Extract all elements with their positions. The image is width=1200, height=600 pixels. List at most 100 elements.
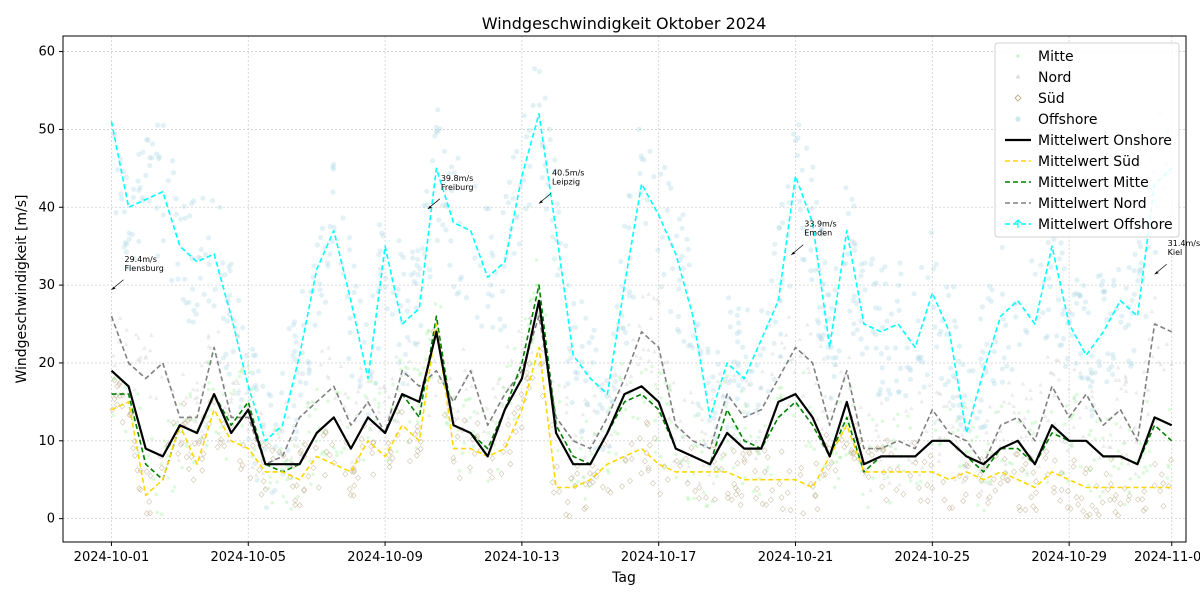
scatter-point-sued	[644, 420, 651, 428]
scatter-point-sued	[550, 489, 557, 496]
scatter-point-nord	[190, 387, 196, 392]
scatter-point-sued	[738, 492, 745, 500]
scatter-point-mitte	[240, 366, 245, 371]
scatter-point-offshore	[325, 263, 331, 269]
scatter-point-mitte	[307, 414, 312, 418]
scatter-point-offshore	[357, 377, 363, 384]
scatter-point-offshore	[812, 267, 818, 273]
scatter-point-offshore	[363, 322, 369, 328]
scatter-point-sued	[417, 445, 424, 453]
scatter-point-sued	[1030, 469, 1037, 476]
scatter-point-nord	[608, 432, 614, 437]
scatter-point-nord	[937, 435, 942, 440]
scatter-point-mitte	[1108, 433, 1113, 437]
series-line-offshore	[110, 113, 1173, 442]
scatter-point-nord	[1134, 390, 1139, 395]
scatter-point-offshore	[186, 299, 192, 305]
scatter-point-sued	[331, 459, 338, 467]
annotation-value: 39.8m/s	[441, 174, 473, 183]
scatter-point-mitte	[321, 449, 326, 454]
scatter-point-nord	[779, 340, 785, 345]
scatter-point-mitte	[1069, 441, 1074, 446]
scatter-point-mitte	[544, 313, 548, 317]
scatter-point-nord	[640, 294, 646, 299]
scatter-point-nord	[667, 415, 672, 420]
scatter-point-mitte	[237, 374, 242, 379]
scatter-point-offshore	[801, 257, 808, 263]
scatter-point-mitte	[373, 397, 377, 402]
scatter-point-nord	[917, 390, 922, 395]
scatter-point-sued	[1141, 488, 1148, 495]
scatter-point-offshore	[156, 156, 162, 162]
scatter-point-nord	[582, 454, 588, 459]
scatter-point-offshore	[1123, 285, 1129, 291]
scatter-point-sued	[1070, 463, 1077, 470]
plot-frame	[62, 35, 1187, 543]
scatter-point-offshore	[604, 393, 610, 399]
scatter-point-nord	[481, 428, 487, 433]
scatter-point-offshore	[868, 261, 874, 267]
scatter-point-offshore	[150, 141, 156, 147]
scatter-point-offshore	[760, 346, 767, 352]
scatter-point-nord	[1042, 413, 1048, 418]
scatter-point-offshore	[779, 201, 785, 208]
scatter-point-sued	[270, 455, 276, 463]
scatter-point-offshore	[896, 307, 902, 313]
scatter-point-sued	[386, 458, 393, 466]
scatter-point-nord	[143, 355, 149, 360]
scatter-point-sued	[1160, 502, 1167, 510]
scatter-point-nord	[1123, 375, 1128, 380]
scatter-point-mitte	[701, 438, 706, 443]
scatter-point-offshore	[1079, 375, 1085, 381]
scatter-point-sued	[1058, 486, 1065, 494]
annotation-arrowhead	[538, 200, 543, 204]
scatter-point-sued	[843, 440, 850, 448]
scatter-point-offshore	[489, 250, 495, 256]
scatter-point-offshore	[542, 95, 548, 101]
scatter-point-offshore	[1081, 282, 1087, 288]
scatter-point-offshore	[398, 303, 404, 309]
scatter-point-mitte	[240, 424, 245, 428]
scatter-point-sued	[137, 467, 144, 474]
scatter-point-offshore	[255, 368, 262, 374]
scatter-point-offshore	[331, 161, 337, 167]
scatter-point-mitte	[240, 369, 244, 373]
scatter-point-nord	[935, 417, 940, 422]
scatter-point-offshore	[291, 403, 297, 409]
scatter-point-offshore	[1096, 358, 1102, 364]
scatter-point-mitte	[206, 387, 211, 392]
scatter-point-offshore	[999, 366, 1005, 372]
scatter-point-sued	[574, 470, 581, 477]
y-tick-label: 30	[38, 278, 55, 293]
scatter-point-nord	[171, 441, 176, 446]
scatter-point-offshore	[826, 316, 832, 322]
scatter-point-offshore	[808, 177, 815, 183]
y-tick-label: 10	[38, 434, 55, 449]
scatter-point-sued	[883, 496, 890, 504]
scatter-point-offshore	[136, 187, 142, 193]
scatter-point-nord	[982, 479, 987, 484]
scatter-point-sued	[1064, 504, 1071, 511]
scatter-point-nord	[908, 440, 914, 445]
scatter-point-offshore	[357, 298, 363, 304]
scatter-point-sued	[767, 496, 774, 504]
scatter-point-nord	[245, 427, 251, 432]
scatter-point-mitte	[986, 442, 990, 446]
scatter-point-sued	[1104, 486, 1111, 493]
scatter-point-mitte	[636, 416, 640, 421]
scatter-point-offshore	[931, 266, 937, 272]
scatter-point-nord	[193, 419, 198, 424]
scatter-point-offshore	[743, 354, 749, 360]
scatter-point-nord	[506, 415, 511, 420]
scatter-point-mitte	[311, 472, 315, 477]
scatter-point-sued	[1073, 493, 1080, 501]
scatter-point-offshore	[884, 396, 890, 402]
scatter-point-sued	[507, 448, 513, 456]
scatter-point-sued	[979, 466, 985, 474]
scatter-point-offshore	[822, 259, 828, 266]
scatter-point-mitte	[415, 420, 420, 424]
scatter-point-mitte	[471, 444, 476, 449]
scatter-point-sued	[370, 471, 377, 479]
scatter-point-mitte	[1069, 444, 1074, 449]
scatter-point-nord	[461, 346, 466, 351]
